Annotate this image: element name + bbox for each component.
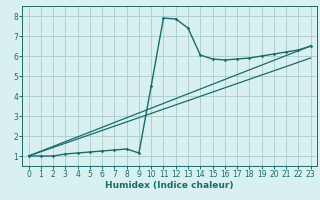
X-axis label: Humidex (Indice chaleur): Humidex (Indice chaleur) (105, 181, 234, 190)
